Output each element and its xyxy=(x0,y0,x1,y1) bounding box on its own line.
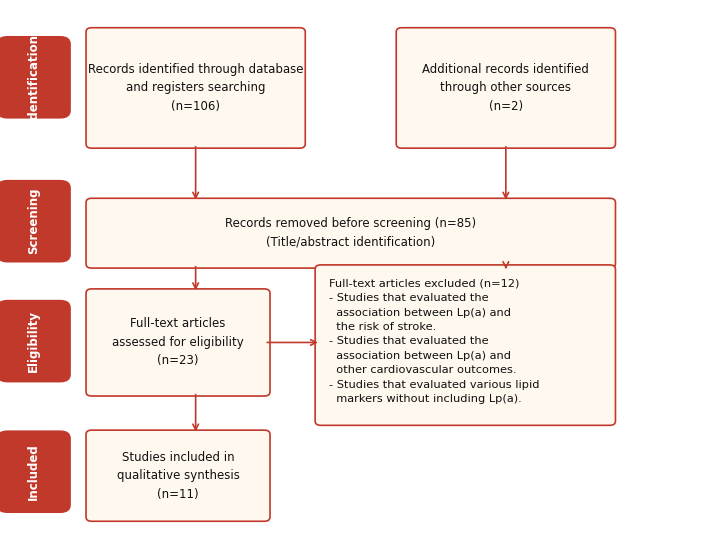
Text: Screening: Screening xyxy=(27,188,40,254)
FancyBboxPatch shape xyxy=(86,289,270,396)
Text: Full-text articles excluded (n=12)
- Studies that evaluated the
  association be: Full-text articles excluded (n=12) - Stu… xyxy=(329,279,540,404)
FancyBboxPatch shape xyxy=(315,265,615,425)
Text: Eligibility: Eligibility xyxy=(27,310,40,372)
FancyBboxPatch shape xyxy=(0,180,71,263)
Text: Additional records identified
through other sources
(n=2): Additional records identified through ot… xyxy=(422,63,589,113)
Text: Full-text articles
assessed for eligibility
(n=23): Full-text articles assessed for eligibil… xyxy=(112,318,244,367)
FancyBboxPatch shape xyxy=(0,36,71,119)
Text: Records removed before screening (n=85)
(Title/abstract identification): Records removed before screening (n=85) … xyxy=(225,217,477,249)
FancyBboxPatch shape xyxy=(86,28,305,148)
Text: Identification: Identification xyxy=(27,33,40,122)
FancyBboxPatch shape xyxy=(86,198,615,268)
FancyBboxPatch shape xyxy=(396,28,615,148)
Text: Records identified through database
and registers searching
(n=106): Records identified through database and … xyxy=(88,63,303,113)
Text: Studies included in
qualitative synthesis
(n=11): Studies included in qualitative synthesi… xyxy=(116,451,240,500)
Text: Included: Included xyxy=(27,443,40,500)
FancyBboxPatch shape xyxy=(0,431,71,513)
FancyBboxPatch shape xyxy=(0,300,71,383)
FancyBboxPatch shape xyxy=(86,430,270,521)
